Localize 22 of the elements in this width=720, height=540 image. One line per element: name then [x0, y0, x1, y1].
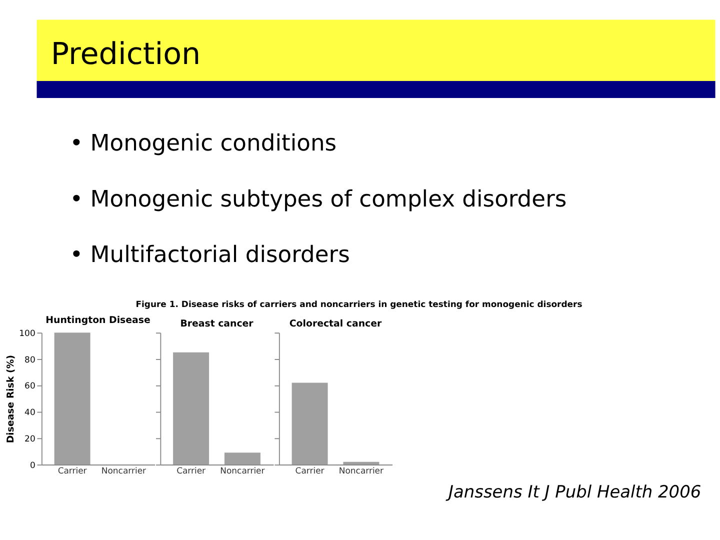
x-tick-label: Carrier — [58, 466, 88, 476]
y-tick-label: 20 — [24, 433, 36, 444]
y-tick-label: 0 — [30, 460, 36, 470]
text: Prediction — [50, 37, 201, 72]
text: Janssens It J Publ Health 2006 — [445, 482, 702, 502]
y-tick-label: 100 — [19, 328, 36, 338]
text: • Multifactorial disorders — [70, 242, 350, 268]
text: • Monogenic conditions — [70, 130, 337, 157]
chart-title: Huntington Disease — [46, 315, 150, 326]
y-tick-label: 80 — [24, 354, 36, 364]
y-tick-label: 40 — [24, 407, 36, 418]
chart-title: Colorectal cancer — [289, 318, 382, 330]
y-axis-title: Disease Risk (%) — [5, 354, 16, 444]
y-tick-label: 60 — [24, 380, 36, 391]
caption: Figure 1. Disease risks of carriers and noncarriers in genetic testing for monogenic disorders — [136, 299, 582, 310]
text: • Monogenic subtypes of complex disorders — [70, 186, 567, 212]
chart-title: Breast cancer — [180, 318, 254, 330]
x-tick-label: Carrier — [295, 466, 325, 476]
x-tick-label: Noncarrier — [338, 466, 384, 476]
x-tick-label: Noncarrier — [101, 466, 147, 476]
x-tick-label: Noncarrier — [220, 466, 266, 476]
x-tick-label: Carrier — [176, 466, 206, 476]
